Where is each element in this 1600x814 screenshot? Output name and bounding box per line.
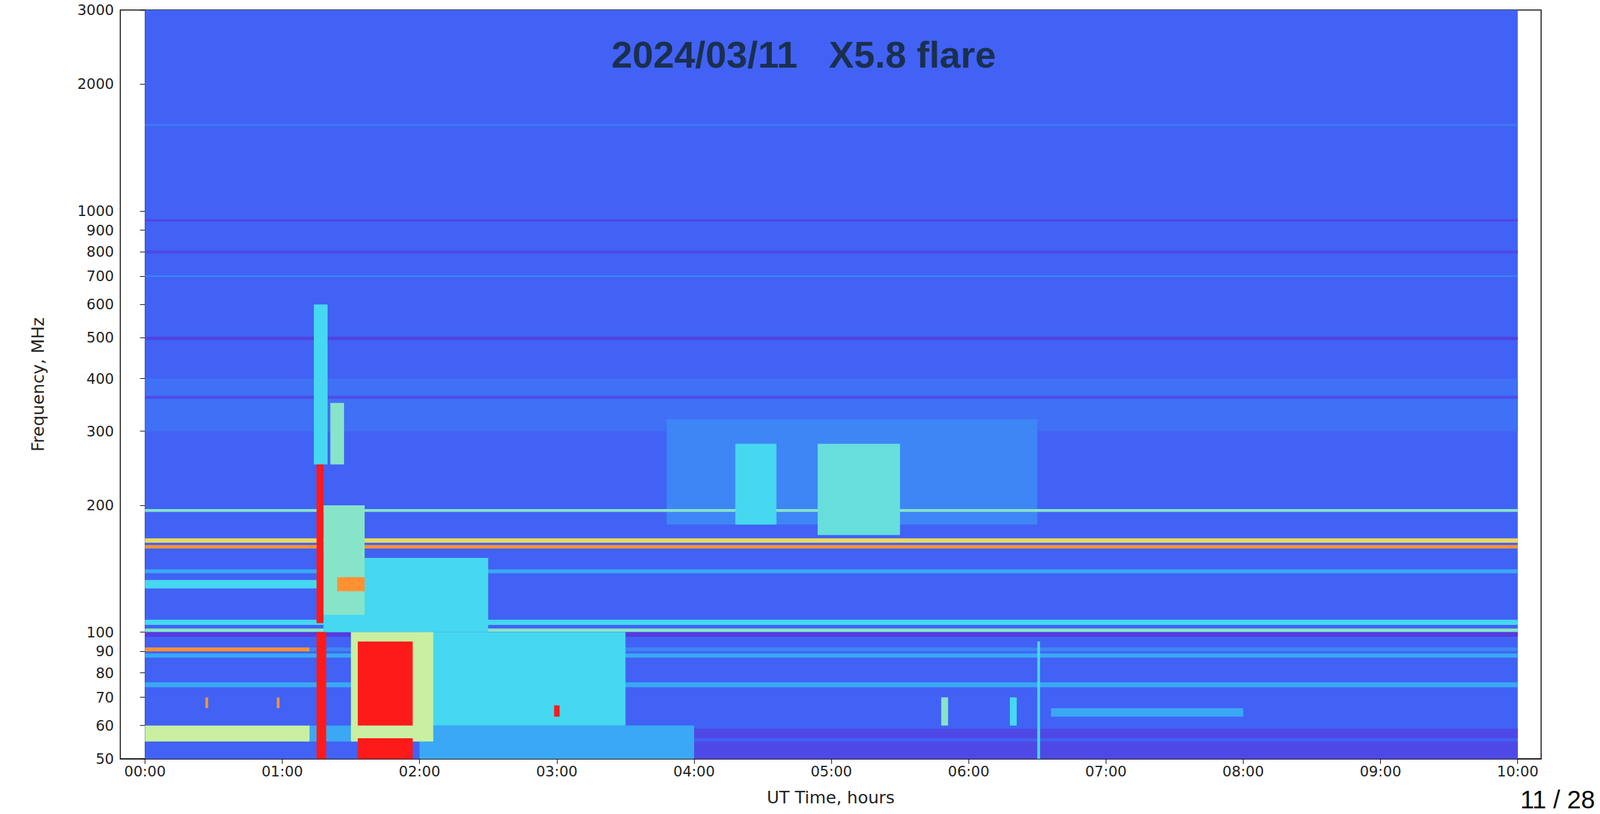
svg-text:100: 100 [86,624,115,641]
svg-text:UT Time, hours: UT Time, hours [766,788,895,808]
svg-text:2024/03/11 X5.8 flare: 2024/03/11 X5.8 flare [611,33,997,76]
svg-text:400: 400 [86,370,115,388]
svg-text:11 / 28: 11 / 28 [1520,786,1595,814]
svg-text:04:00: 04:00 [673,763,715,780]
svg-text:1000: 1000 [77,202,115,220]
svg-text:500: 500 [86,329,115,346]
svg-text:02:00: 02:00 [399,763,441,780]
svg-text:700: 700 [86,268,115,285]
svg-text:60: 60 [95,717,115,735]
svg-text:3000: 3000 [77,1,115,19]
svg-text:800: 800 [86,243,115,260]
svg-text:01:00: 01:00 [261,763,303,780]
svg-text:90: 90 [95,643,115,660]
svg-text:05:00: 05:00 [810,763,852,780]
svg-text:80: 80 [95,665,115,682]
svg-text:Frequency, MHz: Frequency, MHz [28,317,48,452]
svg-text:70: 70 [95,689,115,707]
svg-text:03:00: 03:00 [536,763,578,780]
svg-text:00:00: 00:00 [124,763,166,780]
svg-text:200: 200 [86,497,115,514]
svg-text:07:00: 07:00 [1085,763,1127,780]
svg-text:600: 600 [86,296,115,313]
svg-text:08:00: 08:00 [1222,763,1264,780]
svg-text:2000: 2000 [77,75,115,93]
svg-text:300: 300 [86,423,115,440]
svg-text:10:00: 10:00 [1497,763,1539,780]
svg-text:50: 50 [95,751,115,768]
svg-text:900: 900 [86,222,115,239]
svg-text:09:00: 09:00 [1359,763,1401,780]
svg-text:06:00: 06:00 [947,763,990,780]
